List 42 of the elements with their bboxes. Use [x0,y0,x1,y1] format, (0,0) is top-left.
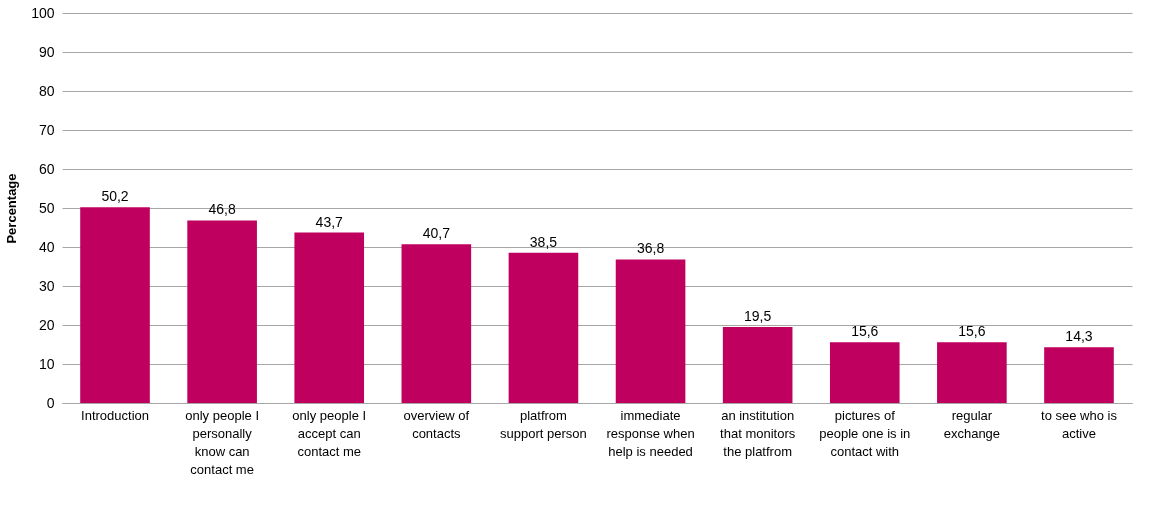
data-label: 46,8 [208,201,236,218]
y-tick-label: 0 [46,394,55,411]
data-label: 15,6 [958,323,986,340]
bar [937,342,1007,403]
y-tick-label: 90 [38,43,55,60]
bar [401,244,472,403]
y-tick-label: 70 [38,121,55,138]
bar [615,259,686,403]
x-tick-label: immediate response when help is needed [606,407,695,459]
y-tick-label: 60 [38,160,55,177]
bar [829,342,900,403]
data-label: 40,7 [422,225,451,242]
y-axis-title: Percentage [4,173,20,244]
data-label: 43,7 [315,213,344,230]
x-tick-label: only people I accept can contact me [292,407,367,459]
bar [187,220,257,403]
x-tick-label: Introduction [81,407,149,423]
x-tick-label: only people I personally know can contact me [185,407,259,477]
x-tick-label: regular exchange [943,407,1001,441]
bar [80,207,150,403]
data-label: 36,8 [636,240,665,257]
x-tick-label: overview of contacts [403,407,470,441]
y-tick-label: 20 [38,316,55,333]
y-tick-label: 50 [38,199,55,216]
y-tick-label: 10 [38,355,55,372]
bar [722,326,793,403]
y-tick-label: 80 [38,82,55,99]
y-tick-label: 100 [31,4,55,21]
bar [294,232,365,403]
data-label: 14,3 [1065,328,1093,345]
x-tick-label: an institution that monitors the platfrom [720,407,796,459]
data-label: 19,5 [744,307,772,324]
bar [508,252,579,403]
data-label: 50,2 [101,188,129,205]
x-tick-label: to see who is active [1041,407,1118,441]
y-tick-label: 30 [38,277,55,294]
data-label: 15,6 [851,323,879,340]
bar [1044,347,1114,403]
y-tick-label: 40 [38,238,55,255]
data-label: 38,5 [529,233,558,250]
x-tick-label: platfrom support person [500,407,587,441]
x-tick-label: pictures of people one is in contact with [819,407,911,459]
